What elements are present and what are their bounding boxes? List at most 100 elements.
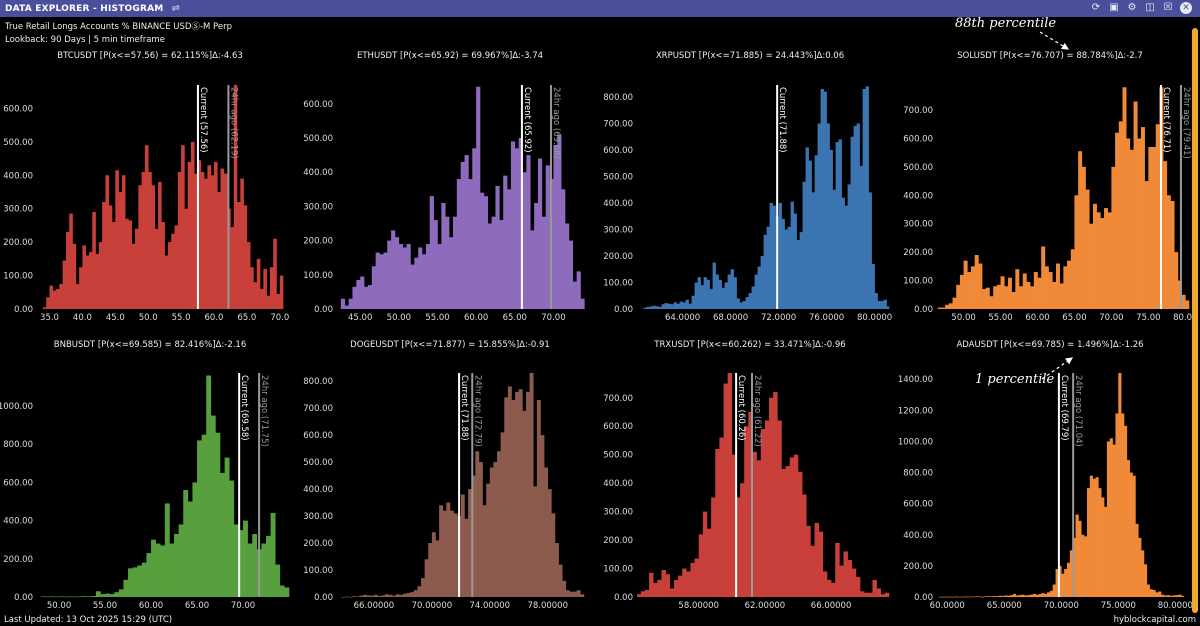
histogram-bar <box>793 213 797 309</box>
histogram-bar <box>547 489 552 597</box>
histogram-bar <box>499 220 504 309</box>
histogram-bar <box>736 298 740 309</box>
histogram-bar <box>1155 592 1159 597</box>
histogram-bar <box>261 543 267 597</box>
histogram-bar <box>1107 212 1112 309</box>
ago-24hr-label: 24hr ago (71.04) <box>1073 375 1083 447</box>
histogram-bar <box>959 274 964 309</box>
histogram-bar <box>344 305 349 309</box>
histogram-bar <box>1072 537 1076 597</box>
histogram-bar <box>947 596 951 598</box>
histogram-panel-xrpusdt: XRPUSDT [P(x<=71.885) = 24.443%]Δ:0.06 0.… <box>603 51 892 323</box>
x-tick-label: 55.0 <box>172 313 191 323</box>
histogram-bar <box>814 155 818 309</box>
histogram-bar <box>938 596 942 598</box>
histogram-bar <box>402 247 407 309</box>
histogram-bar <box>661 304 665 309</box>
histogram-bar <box>190 141 195 309</box>
histogram-bar <box>646 306 650 309</box>
close-icon[interactable]: ✕ <box>1180 2 1192 14</box>
export-icon[interactable]: ☒ <box>1163 2 1173 13</box>
y-tick-label: 200.00 <box>303 539 333 549</box>
histogram-bar <box>1074 195 1079 309</box>
histogram-bar <box>115 170 119 309</box>
histogram-bar <box>797 471 803 597</box>
histogram-bar <box>745 297 749 309</box>
histogram-bar <box>844 205 848 309</box>
histogram-bar <box>489 467 494 597</box>
histogram-bar <box>468 489 472 597</box>
histogram-bar <box>558 564 563 597</box>
histogram-bar <box>446 502 451 597</box>
gear-icon[interactable]: ⚙ <box>1127 2 1137 13</box>
histogram-bar <box>118 589 124 597</box>
histogram-bar <box>676 303 680 309</box>
vertical-scrollbar[interactable] <box>1192 28 1198 613</box>
x-tick-label: 70.0000 <box>1044 601 1079 611</box>
histogram-bar <box>164 255 169 309</box>
chart-title: DOGEUSDT [P(x<=71.877) = 15.855%]Δ:-0.91 <box>350 340 550 350</box>
histogram-bar <box>580 298 585 309</box>
histogram-bar <box>1064 569 1068 597</box>
histogram-bar <box>62 260 67 309</box>
histogram-bar <box>993 286 998 309</box>
histogram-bar <box>184 208 188 309</box>
histogram-bar <box>730 269 734 309</box>
save-icon[interactable]: ◫ <box>1145 2 1155 13</box>
histogram-bar <box>118 191 123 309</box>
histogram-bar <box>91 596 97 597</box>
histogram-bar <box>131 243 136 309</box>
histogram-bar <box>1146 584 1150 597</box>
histogram-bar <box>109 594 115 597</box>
ago-24hr-label: 24hr ago (61.22) <box>752 375 762 447</box>
histogram-bar <box>69 213 73 309</box>
histogram-bar <box>217 191 221 309</box>
y-tick-label: 800.00 <box>903 469 933 479</box>
y-tick-label: 200.00 <box>903 562 933 572</box>
histogram-bar <box>238 530 244 597</box>
histogram-bar <box>92 212 96 309</box>
histogram-bar <box>1118 121 1123 309</box>
histogram-bar <box>872 579 877 597</box>
histogram-panel-dogeusdt: DOGEUSDT [P(x<=71.877) = 15.855%]Δ:-0.91… <box>303 340 585 611</box>
histogram-bar <box>1181 294 1186 309</box>
histogram-bar <box>497 451 501 597</box>
histogram-bar <box>1084 536 1088 597</box>
histogram-bar <box>806 525 811 597</box>
histogram-bar <box>1037 277 1042 309</box>
refresh-icon[interactable]: ⟳ <box>1091 2 1101 13</box>
histogram-bar <box>158 181 162 309</box>
histogram-bar <box>114 592 120 597</box>
histogram-bar <box>772 205 776 309</box>
filter-sliders-icon[interactable]: ⇌ <box>171 3 180 14</box>
histogram-bar <box>981 596 985 598</box>
x-tick-label: 80.0000 <box>857 313 892 323</box>
histogram-bar <box>82 245 86 309</box>
histogram-bar <box>826 123 830 309</box>
histogram-bar <box>250 267 254 309</box>
histogram-bar <box>1100 218 1105 309</box>
histogram-bar <box>1122 87 1127 309</box>
histogram-bar <box>847 559 853 597</box>
y-tick-label: 1400.00 <box>898 375 933 385</box>
histogram-bar <box>1007 277 1012 309</box>
histogram-bar <box>464 518 469 597</box>
x-tick-label: 55.00 <box>988 313 1012 323</box>
histogram-bar <box>171 233 175 309</box>
camera-icon[interactable]: ▣ <box>1109 2 1119 13</box>
histogram-bar <box>486 483 491 597</box>
histogram-bar <box>493 462 498 597</box>
histogram-bar <box>1015 595 1019 597</box>
x-tick-label: 58.00000 <box>678 601 719 611</box>
histogram-bar <box>1032 593 1036 597</box>
histogram-bar <box>210 175 215 309</box>
x-tick-label: 75.00 <box>1136 313 1160 323</box>
current-value-label: Current (71.88) <box>459 375 469 441</box>
histogram-bar <box>1075 514 1079 597</box>
histogram-bar <box>739 302 743 309</box>
histogram-bar <box>1048 272 1053 309</box>
x-tick-label: 60.00 <box>1025 313 1049 323</box>
x-tick-label: 65.0000 <box>987 601 1022 611</box>
histogram-bar <box>1106 441 1111 597</box>
